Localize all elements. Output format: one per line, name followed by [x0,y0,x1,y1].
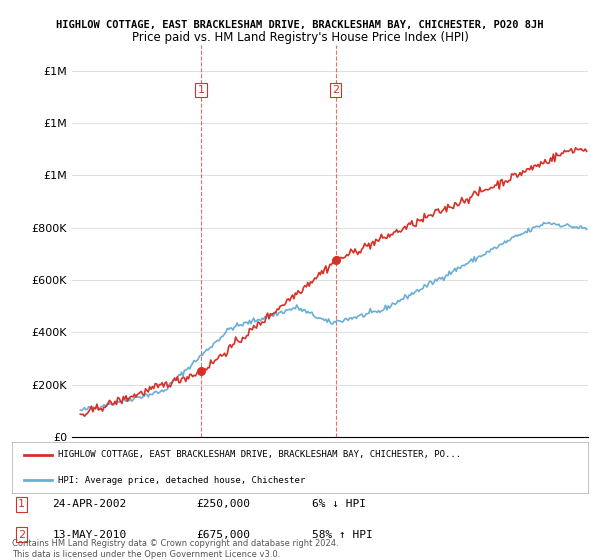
Text: 1: 1 [18,500,25,510]
Text: HIGHLOW COTTAGE, EAST BRACKLESHAM DRIVE, BRACKLESHAM BAY, CHICHESTER, PO...: HIGHLOW COTTAGE, EAST BRACKLESHAM DRIVE,… [58,450,461,460]
Text: £250,000: £250,000 [196,500,250,510]
Text: 24-APR-2002: 24-APR-2002 [52,500,127,510]
Text: HPI: Average price, detached house, Chichester: HPI: Average price, detached house, Chic… [58,475,305,485]
Point [196,367,206,376]
Text: Contains HM Land Registry data © Crown copyright and database right 2024.
This d: Contains HM Land Registry data © Crown c… [12,539,338,559]
Text: HIGHLOW COTTAGE, EAST BRACKLESHAM DRIVE, BRACKLESHAM BAY, CHICHESTER, PO20 8JH: HIGHLOW COTTAGE, EAST BRACKLESHAM DRIVE,… [56,20,544,30]
Text: 13-MAY-2010: 13-MAY-2010 [52,530,127,540]
Text: 1: 1 [197,85,205,95]
Point [331,256,340,265]
Text: Price paid vs. HM Land Registry's House Price Index (HPI): Price paid vs. HM Land Registry's House … [131,31,469,44]
Text: £675,000: £675,000 [196,530,250,540]
Text: 2: 2 [332,85,339,95]
Text: 58% ↑ HPI: 58% ↑ HPI [311,530,372,540]
Text: 6% ↓ HPI: 6% ↓ HPI [311,500,365,510]
Text: 2: 2 [18,530,25,540]
